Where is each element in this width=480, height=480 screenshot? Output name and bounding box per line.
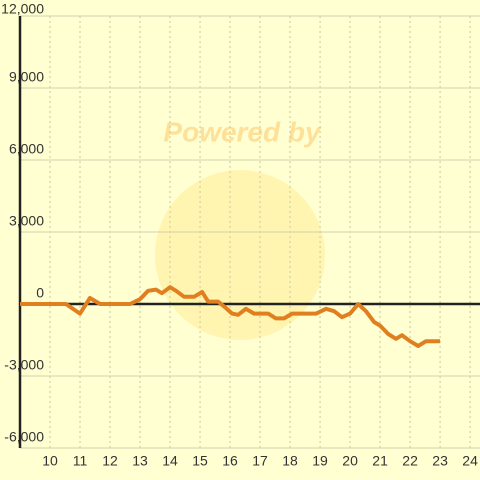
y-tick-label: 3,000 xyxy=(9,213,44,229)
x-tick-label: 16 xyxy=(222,453,238,469)
x-tick-label: 18 xyxy=(282,453,298,469)
x-tick-label: 17 xyxy=(252,453,268,469)
x-tick-label: 10 xyxy=(42,453,58,469)
y-tick-label: -6,000 xyxy=(4,429,44,445)
x-tick-label: 14 xyxy=(162,453,178,469)
x-tick-label: 21 xyxy=(372,453,388,469)
y-tick-label: 9,000 xyxy=(9,69,44,85)
y-tick-label: -3,000 xyxy=(4,357,44,373)
watermark-logo xyxy=(155,170,325,340)
x-tick-label: 12 xyxy=(102,453,118,469)
y-tick-label: 12,000 xyxy=(1,1,44,17)
x-tick-label: 15 xyxy=(192,453,208,469)
y-tick-label: 6,000 xyxy=(9,141,44,157)
x-tick-label: 23 xyxy=(432,453,448,469)
x-tick-label: 20 xyxy=(342,453,358,469)
x-tick-label: 22 xyxy=(402,453,418,469)
x-tick-label: 24 xyxy=(462,453,478,469)
x-tick-label: 13 xyxy=(132,453,148,469)
line xyxy=(20,285,441,348)
y-tick-label: 0 xyxy=(36,285,44,301)
x-tick-label: 11 xyxy=(73,453,88,469)
watermark: Powered by xyxy=(163,116,322,147)
x-tick-label: 19 xyxy=(312,453,328,469)
